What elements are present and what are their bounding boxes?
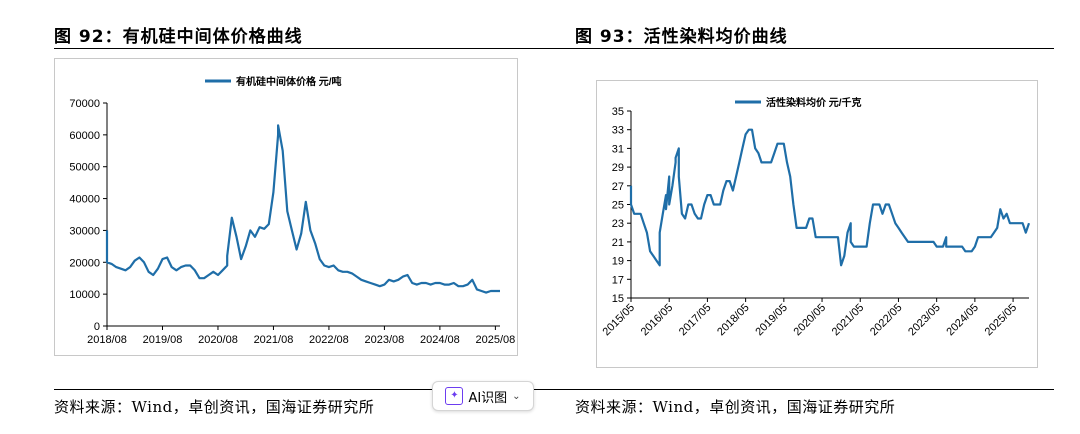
x-tick-label: 2018/08 <box>87 334 127 346</box>
y-tick-label: 31 <box>612 143 624 155</box>
x-tick-label: 2023/05 <box>906 302 943 339</box>
x-tick-label: 2017/05 <box>677 302 714 339</box>
x-tick-label: 2015/05 <box>601 302 638 339</box>
ai-recognize-button[interactable]: ✦ AI识图 ⌄ <box>432 381 534 411</box>
figure-92-title: 图 92：有机硅中间体价格曲线 <box>54 27 303 47</box>
footer-rule <box>54 389 1054 390</box>
y-tick-label: 15 <box>612 293 624 305</box>
legend-label: 活性染料均价 元/千克 <box>766 96 862 109</box>
series-line <box>629 128 1031 267</box>
y-tick-label: 10000 <box>69 289 100 301</box>
y-tick-label: 0 <box>94 321 100 333</box>
x-tick-label: 2025/08 <box>475 334 515 346</box>
y-tick-label: 20000 <box>69 257 100 269</box>
y-tick-label: 30000 <box>69 225 100 237</box>
source-note-left: 资料来源：Wind，卓创资讯，国海证券研究所 <box>54 398 375 416</box>
x-tick-label: 2024/05 <box>944 302 981 339</box>
x-tick-label: 2023/08 <box>365 334 405 346</box>
title-rule <box>54 48 1054 49</box>
silicone-price-chart: 有机硅中间体价格 元/吨 0 10000 20000 30000 40000 50000 60… <box>69 75 515 346</box>
chevron-down-icon: ⌄ <box>512 390 521 402</box>
y-tick-label: 70000 <box>69 98 100 110</box>
y-tick-label: 23 <box>612 218 624 230</box>
x-tick-label: 2022/05 <box>868 302 905 339</box>
y-tick-label: 35 <box>612 106 624 118</box>
y-tick-label: 29 <box>612 162 624 174</box>
y-tick-label: 50000 <box>69 162 100 174</box>
x-tick-label: 2019/05 <box>753 302 790 339</box>
x-tick-label: 2018/05 <box>715 302 752 339</box>
y-tick-label: 21 <box>612 237 624 249</box>
chart-panel-right: 活性染料均价 元/千克 15 17 19 21 23 25 27 29 31 33 35 2015/05… <box>596 80 1038 368</box>
x-tick-label: 2016/05 <box>639 302 676 339</box>
x-tick-label: 2021/05 <box>830 302 867 339</box>
x-tick-label: 2024/08 <box>420 334 460 346</box>
dye-price-chart: 活性染料均价 元/千克 15 17 19 21 23 25 27 29 31 33 35 2015/05… <box>601 96 1031 339</box>
x-tick-label: 2022/08 <box>309 334 349 346</box>
x-tick-label: 2021/08 <box>254 334 294 346</box>
ai-button-label: AI识图 <box>468 390 508 406</box>
y-tick-label: 19 <box>612 256 624 268</box>
y-tick-label: 60000 <box>69 130 100 142</box>
x-tick-label: 2025/05 <box>983 302 1020 339</box>
source-note-right: 资料来源：Wind，卓创资讯，国海证券研究所 <box>575 398 896 416</box>
y-tick-label: 27 <box>612 181 624 193</box>
y-tick-label: 40000 <box>69 194 100 206</box>
legend-label: 有机硅中间体价格 元/吨 <box>236 75 342 88</box>
y-tick-label: 33 <box>612 125 624 137</box>
series-line <box>105 124 500 294</box>
x-tick-label: 2019/08 <box>143 334 183 346</box>
figure-93-title: 图 93：活性染料均价曲线 <box>575 27 788 47</box>
x-tick-label: 2020/08 <box>198 334 238 346</box>
x-tick-label: 2020/05 <box>792 302 829 339</box>
y-tick-label: 17 <box>612 274 624 286</box>
chart-panel-left: 有机硅中间体价格 元/吨 0 10000 20000 30000 40000 50000 60… <box>54 58 518 356</box>
y-tick-label: 25 <box>612 200 624 212</box>
sparkle-icon: ✦ <box>445 387 464 405</box>
